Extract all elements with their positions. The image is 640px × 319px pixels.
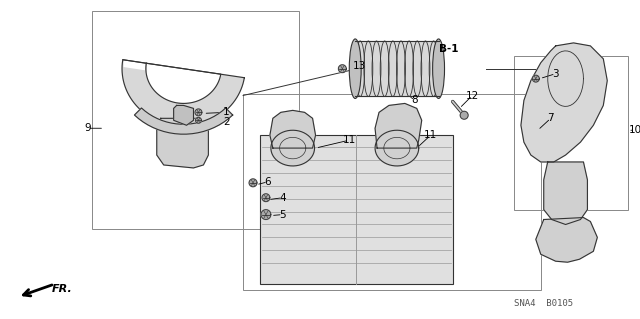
Bar xyxy=(92,11,299,229)
Circle shape xyxy=(460,111,468,119)
Text: SNA4  B0105: SNA4 B0105 xyxy=(514,299,573,308)
Polygon shape xyxy=(195,117,202,123)
Ellipse shape xyxy=(349,39,361,99)
Text: 12: 12 xyxy=(466,91,479,100)
Polygon shape xyxy=(249,179,257,187)
Polygon shape xyxy=(157,118,209,168)
Bar xyxy=(260,135,454,284)
Text: 11: 11 xyxy=(424,130,437,140)
Polygon shape xyxy=(122,60,244,126)
Bar xyxy=(514,56,628,210)
Text: 13: 13 xyxy=(353,61,366,71)
Polygon shape xyxy=(261,210,271,219)
Polygon shape xyxy=(544,162,588,225)
Polygon shape xyxy=(532,75,540,82)
Ellipse shape xyxy=(433,39,445,99)
Text: 5: 5 xyxy=(280,210,286,219)
Text: FR.: FR. xyxy=(52,284,72,294)
Polygon shape xyxy=(262,194,270,202)
Polygon shape xyxy=(375,103,422,148)
Text: 1: 1 xyxy=(223,108,230,117)
Bar xyxy=(243,93,541,290)
Text: 9: 9 xyxy=(84,123,91,133)
Polygon shape xyxy=(536,218,597,262)
Text: 10: 10 xyxy=(628,125,640,135)
Text: 3: 3 xyxy=(552,69,559,79)
Text: 8: 8 xyxy=(412,95,418,106)
Polygon shape xyxy=(339,65,346,73)
Polygon shape xyxy=(173,105,193,125)
Polygon shape xyxy=(271,130,314,166)
Text: 6: 6 xyxy=(264,177,271,187)
Polygon shape xyxy=(375,130,419,166)
Text: 4: 4 xyxy=(280,193,286,203)
Polygon shape xyxy=(521,43,607,162)
Text: 7: 7 xyxy=(547,113,554,123)
Polygon shape xyxy=(270,110,316,148)
Text: B-1: B-1 xyxy=(439,44,458,54)
Text: 11: 11 xyxy=(342,135,356,145)
Text: 2: 2 xyxy=(223,117,230,127)
Polygon shape xyxy=(195,109,202,116)
Polygon shape xyxy=(134,108,233,134)
